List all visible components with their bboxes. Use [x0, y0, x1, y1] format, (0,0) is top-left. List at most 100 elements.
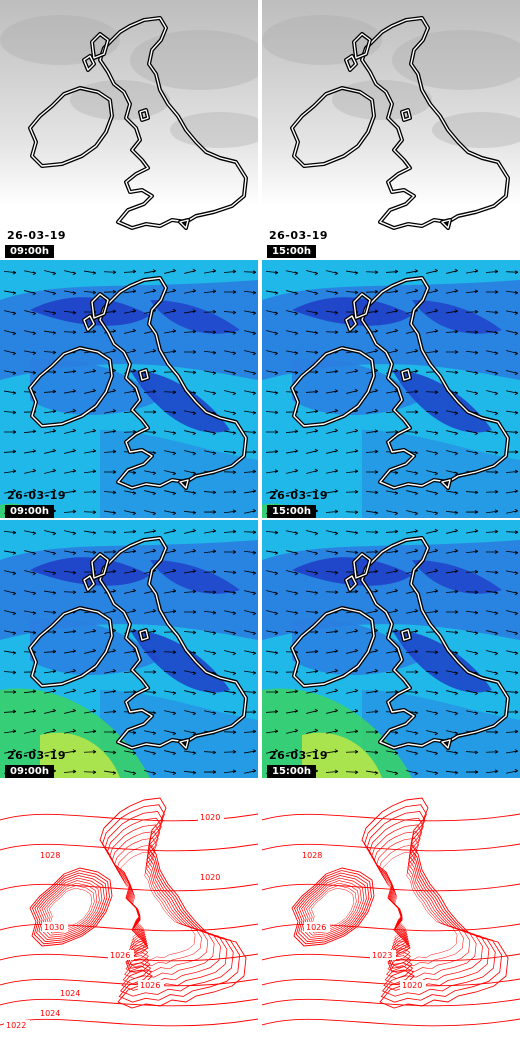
wind-arrow	[4, 650, 17, 655]
wind-arrow	[24, 550, 37, 556]
wind-arrow	[506, 630, 519, 636]
wind-arrow	[266, 630, 279, 636]
wind-arrow	[265, 690, 279, 694]
wind-arrow	[346, 428, 359, 434]
wind-arrow	[265, 530, 279, 535]
isobar	[262, 923, 520, 932]
isobar	[262, 883, 520, 892]
coastline	[291, 87, 375, 167]
wind-speed-zone	[412, 560, 502, 594]
wind-arrow	[265, 410, 279, 415]
wind-arrow	[266, 330, 278, 336]
wind-arrow	[305, 389, 319, 394]
wind-arrow	[345, 770, 359, 775]
wind-arrow	[4, 630, 17, 636]
wind-arrow	[124, 308, 137, 314]
isobar-label: 1024	[60, 989, 80, 998]
wind-arrow	[445, 770, 459, 775]
wind-arrow	[446, 528, 459, 534]
cloud-patch	[0, 15, 120, 65]
wind-arrow	[123, 529, 137, 534]
wind-arrow	[183, 350, 197, 354]
wind-arrow	[325, 330, 339, 335]
island-outline	[179, 219, 189, 229]
wind-arrow	[365, 270, 379, 275]
wind-arrow	[244, 350, 256, 356]
wind-arrow	[3, 430, 17, 434]
cloud-patch	[70, 80, 170, 120]
wind-arrow	[24, 468, 37, 474]
wind-arrow	[486, 390, 498, 396]
wind-arrow	[406, 608, 419, 614]
wind-arrow	[203, 770, 217, 774]
wind-arrow	[244, 390, 257, 396]
wind-arrow	[164, 268, 177, 274]
wind-arrow	[465, 490, 479, 495]
wind-arrow	[265, 709, 279, 714]
wind-arrow	[64, 389, 77, 394]
wind-arrow	[426, 528, 439, 534]
wind-arrow	[345, 469, 359, 474]
wind-arrow	[446, 450, 458, 456]
wind-arrow	[406, 288, 419, 294]
wind-arrow	[83, 749, 97, 754]
wind-arrow	[286, 290, 299, 296]
wind-arrow	[104, 668, 117, 674]
wind-arrow	[426, 308, 439, 314]
wind-arrow	[83, 489, 97, 494]
wind-arrow	[124, 750, 137, 755]
island-outline	[179, 479, 189, 489]
isobar	[44, 882, 98, 934]
wind-arrow	[163, 670, 177, 675]
wind-arrow	[203, 350, 217, 355]
wind-arrow	[104, 408, 117, 414]
wind-arrow	[445, 510, 459, 515]
wind-arrow	[3, 410, 17, 415]
island-outline	[345, 315, 357, 331]
wind-speed-zone	[150, 300, 240, 334]
isobar-label: 1028	[302, 851, 322, 860]
wind-arrow	[505, 550, 519, 555]
wind-arrow	[103, 270, 117, 275]
wind-arrow	[446, 268, 459, 274]
wind-arrow	[325, 369, 339, 374]
wind-arrow	[406, 410, 419, 414]
wind-arrow	[325, 509, 339, 514]
wind-arrow	[64, 408, 77, 414]
wind-speed-zone	[302, 732, 382, 778]
wind-arrow	[326, 728, 339, 734]
wind-arrow	[203, 289, 217, 294]
wind-arrow	[485, 489, 499, 494]
wind-arrow	[204, 710, 217, 716]
wind-arrow	[325, 590, 339, 595]
wind-arrow	[143, 690, 157, 695]
wind-arrow	[485, 269, 499, 274]
wind-arrow	[224, 630, 237, 636]
wind-arrow	[426, 770, 439, 776]
wind-arrow	[143, 430, 157, 435]
pressure-map-1500: 1028 1026 1023 1020	[262, 780, 520, 1040]
wind-arrow	[63, 590, 77, 595]
cloud-map-1500: 26-03-19 15:00h	[262, 0, 520, 258]
wind-arrow	[486, 650, 498, 656]
wind-arrow	[64, 749, 77, 754]
wind-arrow	[83, 770, 97, 775]
wind-speed-zone	[0, 688, 150, 778]
wind-arrow	[346, 709, 359, 714]
wind-arrow	[223, 450, 237, 455]
wind-arrow	[103, 449, 117, 454]
wind-arrow	[286, 550, 299, 556]
wind-arrow	[4, 310, 17, 316]
wind-arrow	[244, 370, 257, 376]
wind-arrow	[104, 429, 117, 434]
wind-arrow	[266, 310, 279, 316]
isobar-label: 1020	[200, 873, 220, 882]
island-outline	[139, 369, 149, 381]
wind-arrow	[306, 708, 319, 714]
wind-arrow	[184, 470, 197, 476]
wind-arrow	[44, 290, 57, 296]
island-outline	[83, 315, 95, 331]
wind-arrow	[203, 309, 217, 314]
wind-arrow	[506, 489, 519, 494]
coastline	[291, 347, 375, 427]
